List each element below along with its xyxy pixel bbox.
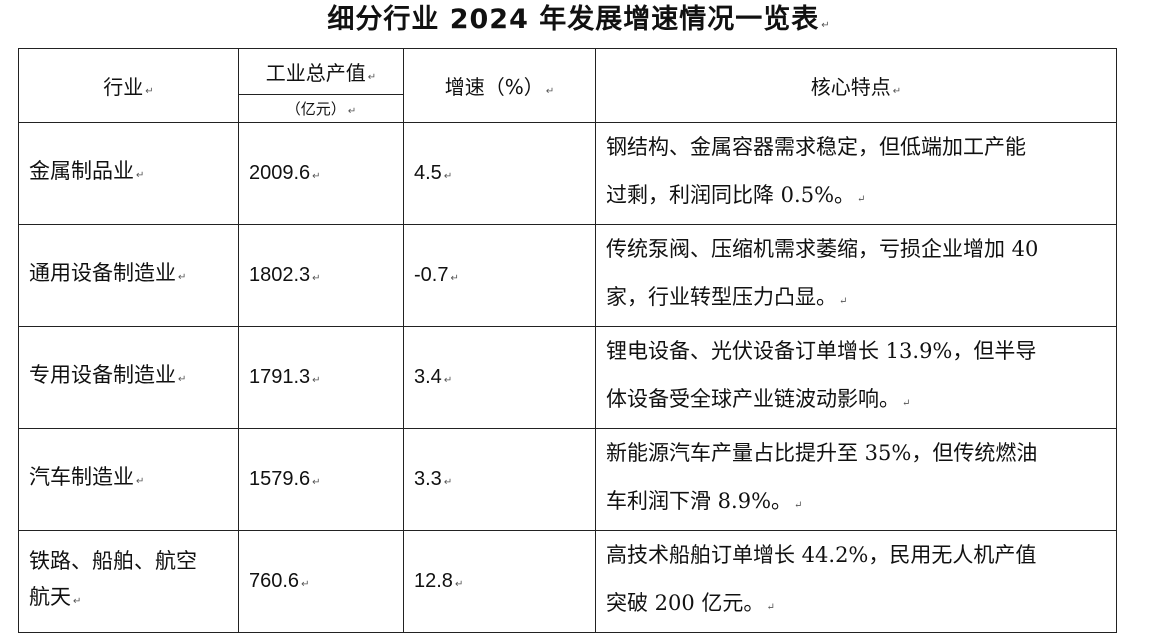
header-output-unit: （亿元） ↵ xyxy=(238,94,404,123)
header-unit-row: （亿元） ↵ xyxy=(19,94,1117,123)
paragraph-mark: ↵ xyxy=(73,596,82,607)
industry-name: 金属制品业 xyxy=(29,159,134,183)
features-cell: 锂电设备、光伏设备订单增长 13.9%，但半导 体设备受全球产业链波动影响。 ↵ xyxy=(595,326,1117,429)
paragraph-mark: ↵ xyxy=(839,296,848,307)
header-features: 核心特点 ↵ xyxy=(595,48,1117,123)
growth-cell: 12.8 ↵ xyxy=(403,530,596,633)
output-value: 1802.3 xyxy=(249,264,311,286)
output-cell: 2009.6 ↵ xyxy=(238,122,404,225)
paragraph-mark: ↵ xyxy=(794,500,803,511)
features-line: 锂电设备、光伏设备订单增长 13.9%，但半导 xyxy=(606,339,1037,363)
document-title: 细分行业 2024 年发展增速情况一览表 ↵ xyxy=(0,2,1158,44)
paragraph-mark: ↵ xyxy=(136,476,145,487)
paragraph-mark: ↵ xyxy=(766,602,775,613)
growth-value: 3.3 xyxy=(414,468,442,490)
paragraph-mark: ↵ xyxy=(857,194,866,205)
growth-cell: 3.4 ↵ xyxy=(403,326,596,429)
paragraph-mark: ↵ xyxy=(312,477,321,488)
header-industry-label: 行业 xyxy=(103,75,144,99)
output-cell: 760.6 ↵ xyxy=(238,530,404,633)
features-line: 体设备受全球产业链波动影响。 xyxy=(606,387,900,411)
paragraph-mark: ↵ xyxy=(312,171,321,182)
header-output-unit-label: （亿元） xyxy=(285,100,346,118)
paragraph-mark: ↵ xyxy=(443,171,453,182)
industry-cell: 通用设备制造业 ↵ xyxy=(18,224,239,327)
header-output-label: 工业总产值 xyxy=(265,61,366,85)
header-output: 工业总产值 ↵ xyxy=(238,48,404,95)
features-cell: 高技术船舶订单增长 44.2%，民用无人机产值 突破 200 亿元。 ↵ xyxy=(595,530,1117,633)
header-growth: 增速（%） ↵ xyxy=(403,48,596,123)
output-value: 1579.6 xyxy=(249,468,311,490)
growth-value: -0.7 xyxy=(414,264,449,286)
paragraph-mark: ↵ xyxy=(136,170,145,181)
table-row: 金属制品业 ↵ 2009.6 ↵ 4.5 ↵ 钢结构、金属容器需求稳定，但低端加工产能… xyxy=(18,122,1117,225)
industry-growth-table: 行业 ↵ 工业总产值 ↵ 增速（%） ↵ 核心特点 ↵ （亿元） ↵ 金属制品业 ↵ 200… xyxy=(18,48,1117,633)
paragraph-mark: ↵ xyxy=(347,106,357,117)
paragraph-mark: ↵ xyxy=(545,86,555,97)
header-row: 行业 ↵ 工业总产值 ↵ 增速（%） ↵ 核心特点 ↵ xyxy=(18,48,1117,123)
growth-value: 4.5 xyxy=(414,162,442,184)
features-line: 车利润下滑 8.9%。 xyxy=(606,489,793,513)
output-value: 2009.6 xyxy=(249,162,311,184)
paragraph-mark: ↵ xyxy=(312,375,321,386)
paragraph-mark: ↵ xyxy=(821,20,831,31)
growth-cell: -0.7 ↵ xyxy=(403,224,596,327)
industry-cell: 金属制品业 ↵ xyxy=(18,122,239,225)
industry-cell: 专用设备制造业 ↵ xyxy=(18,326,239,429)
industry-cell: 铁路、船舶、航空 航天 ↵ xyxy=(18,530,239,633)
paragraph-mark: ↵ xyxy=(892,86,902,97)
growth-cell: 4.5 ↵ xyxy=(403,122,596,225)
features-line: 新能源汽车产量占比提升至 35%，但传统燃油 xyxy=(606,441,1038,465)
output-cell: 1791.3 ↵ xyxy=(238,326,404,429)
table-row: 汽车制造业 ↵ 1579.6 ↵ 3.3 ↵ 新能源汽车产量占比提升至 35%，但传统… xyxy=(18,428,1117,531)
features-line: 家，行业转型压力凸显。 xyxy=(606,285,837,309)
growth-value: 3.4 xyxy=(414,366,442,388)
paragraph-mark: ↵ xyxy=(902,398,911,409)
table-row: 专用设备制造业 ↵ 1791.3 ↵ 3.4 ↵ 锂电设备、光伏设备订单增长 13.9… xyxy=(18,326,1117,429)
industry-name: 汽车制造业 xyxy=(29,465,134,489)
table-body: 金属制品业 ↵ 2009.6 ↵ 4.5 ↵ 钢结构、金属容器需求稳定，但低端加工产能… xyxy=(18,122,1117,633)
output-value: 1791.3 xyxy=(249,366,311,388)
industry-cell: 汽车制造业 ↵ xyxy=(18,428,239,531)
industry-name-line: 铁路、船舶、航空 xyxy=(29,549,197,573)
industry-name-line: 航天 xyxy=(29,585,71,609)
paragraph-mark: ↵ xyxy=(301,579,310,590)
output-cell: 1579.6 ↵ xyxy=(238,428,404,531)
document-title-text: 细分行业 2024 年发展增速情况一览表 xyxy=(327,4,820,35)
features-cell: 钢结构、金属容器需求稳定，但低端加工产能 过剩，利润同比降 0.5%。 ↵ xyxy=(595,122,1117,225)
table-row: 通用设备制造业 ↵ 1802.3 ↵ -0.7 ↵ 传统泵阀、压缩机需求萎缩，亏损企业… xyxy=(18,224,1117,327)
paragraph-mark: ↵ xyxy=(367,72,377,83)
output-cell: 1802.3 ↵ xyxy=(238,224,404,327)
features-line: 突破 200 亿元。 xyxy=(606,591,765,615)
header-features-label: 核心特点 xyxy=(810,75,891,99)
output-value: 760.6 xyxy=(249,570,300,592)
industry-name: 专用设备制造业 xyxy=(29,363,176,387)
paragraph-mark: ↵ xyxy=(443,477,453,488)
paragraph-mark: ↵ xyxy=(454,579,464,590)
header-growth-label: 增速（%） xyxy=(444,75,544,99)
paragraph-mark: ↵ xyxy=(312,273,321,284)
features-line: 钢结构、金属容器需求稳定，但低端加工产能 xyxy=(606,135,1026,159)
features-cell: 新能源汽车产量占比提升至 35%，但传统燃油 车利润下滑 8.9%。 ↵ xyxy=(595,428,1117,531)
industry-name: 通用设备制造业 xyxy=(29,261,176,285)
growth-cell: 3.3 ↵ xyxy=(403,428,596,531)
table-row: 铁路、船舶、航空 航天 ↵ 760.6 ↵ 12.8 ↵ 高技术船舶订单增长 44.2%… xyxy=(18,530,1117,633)
paragraph-mark: ↵ xyxy=(178,374,187,385)
header-industry: 行业 ↵ xyxy=(18,48,239,123)
paragraph-mark: ↵ xyxy=(145,86,154,97)
features-line: 高技术船舶订单增长 44.2%，民用无人机产值 xyxy=(606,543,1037,567)
paragraph-mark: ↵ xyxy=(450,273,459,284)
growth-value: 12.8 xyxy=(414,570,453,592)
paragraph-mark: ↵ xyxy=(443,375,453,386)
paragraph-mark: ↵ xyxy=(178,272,187,283)
features-cell: 传统泵阀、压缩机需求萎缩，亏损企业增加 40 家，行业转型压力凸显。 ↵ xyxy=(595,224,1117,327)
features-line: 过剩，利润同比降 0.5%。 xyxy=(606,183,856,207)
features-line: 传统泵阀、压缩机需求萎缩，亏损企业增加 40 xyxy=(606,237,1039,261)
